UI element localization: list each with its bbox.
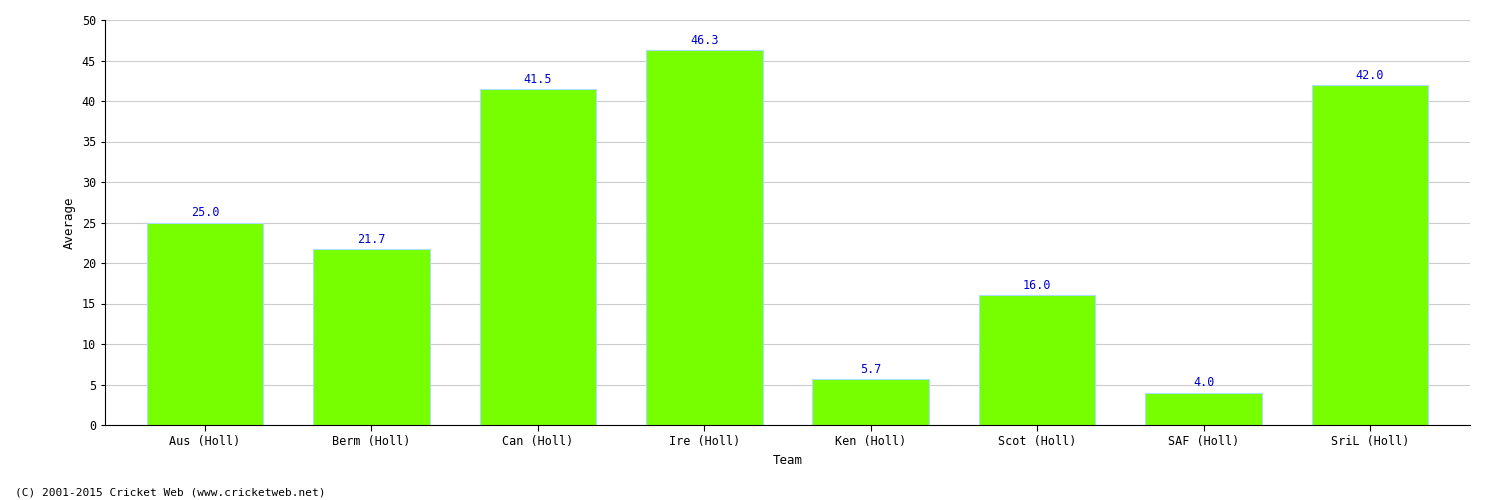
X-axis label: Team: Team <box>772 454 802 467</box>
Bar <box>314 249 429 425</box>
Bar <box>646 50 762 425</box>
Bar <box>1312 85 1428 425</box>
Text: 5.7: 5.7 <box>859 362 882 376</box>
Text: 42.0: 42.0 <box>1356 68 1384 82</box>
Bar <box>980 296 1095 425</box>
Text: 21.7: 21.7 <box>357 233 386 246</box>
Text: 25.0: 25.0 <box>190 206 219 220</box>
Text: 41.5: 41.5 <box>524 72 552 86</box>
Bar <box>1146 392 1262 425</box>
Bar <box>147 222 262 425</box>
Text: 16.0: 16.0 <box>1023 279 1052 292</box>
Text: 4.0: 4.0 <box>1192 376 1215 390</box>
Text: (C) 2001-2015 Cricket Web (www.cricketweb.net): (C) 2001-2015 Cricket Web (www.cricketwe… <box>15 488 326 498</box>
Bar <box>813 379 928 425</box>
Y-axis label: Average: Average <box>63 196 76 248</box>
Text: 46.3: 46.3 <box>690 34 718 46</box>
Bar <box>480 89 596 425</box>
